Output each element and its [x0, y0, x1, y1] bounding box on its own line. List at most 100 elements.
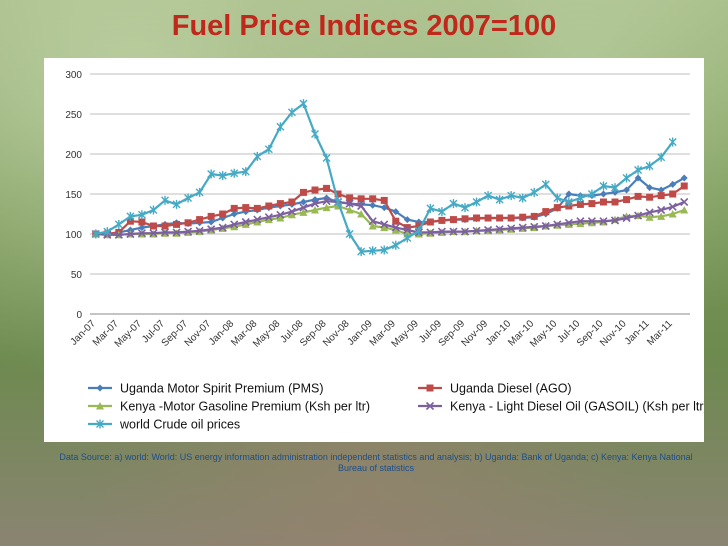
data-point [391, 226, 400, 234]
data-point [345, 229, 354, 239]
data-point [668, 210, 677, 218]
data-point [114, 230, 123, 239]
data-point [380, 196, 388, 204]
data-point [218, 171, 227, 181]
data-point [91, 229, 100, 239]
data-point [449, 227, 458, 236]
x-tick-label: Nov-07 [183, 318, 214, 349]
slide-title: Fuel Price Indices 2007=100 [171, 10, 557, 42]
data-point [241, 217, 250, 227]
data-point [161, 222, 169, 230]
data-point [380, 223, 389, 232]
data-point [230, 220, 239, 229]
data-point [645, 213, 654, 221]
x-tick-label: Mar-11 [645, 318, 675, 348]
data-point [276, 122, 285, 132]
data-source-note: Data Source: a) world: World: US energy … [59, 452, 693, 473]
data-point [449, 216, 457, 224]
data-point [137, 229, 146, 238]
data-point [241, 167, 250, 177]
data-point [587, 218, 596, 227]
data-point [391, 223, 400, 232]
data-point [576, 217, 585, 226]
data-point [623, 186, 631, 194]
data-point [265, 202, 273, 210]
legend-marker [425, 401, 435, 411]
data-point [357, 247, 366, 257]
data-point [322, 197, 331, 206]
data-point [623, 196, 631, 204]
data-point [299, 99, 308, 109]
data-point [680, 174, 688, 182]
data-point [160, 228, 170, 237]
data-point [288, 198, 296, 206]
data-point [657, 212, 666, 220]
data-point [195, 187, 204, 197]
data-point [403, 216, 411, 224]
legend-label: world Crude oil prices [119, 418, 240, 432]
data-point [588, 200, 596, 208]
y-tick-label: 150 [65, 190, 82, 201]
data-point [599, 217, 608, 226]
data-point [437, 227, 446, 236]
data-point [668, 202, 677, 211]
data-point [380, 245, 389, 255]
data-point [610, 216, 620, 225]
data-point [634, 211, 643, 220]
data-point [634, 174, 642, 182]
data-point [242, 204, 250, 212]
chart-panel: 0 50 100 150 200 250 300 Jan-07 Mar-07 May-07 Jul-… [44, 58, 704, 442]
data-point [518, 223, 527, 232]
data-point [564, 197, 573, 207]
data-point [657, 192, 665, 200]
x-tick-label: Nov-10 [598, 318, 629, 349]
data-point [437, 207, 446, 217]
data-point [207, 212, 215, 220]
data-point [611, 183, 619, 193]
data-point [218, 223, 227, 232]
data-point [426, 218, 434, 226]
data-point [149, 205, 158, 215]
data-point [599, 198, 607, 206]
legend-label: Kenya -Motor Gasoline Premium (Ksh per l… [120, 400, 370, 414]
data-point [311, 186, 319, 194]
legend-label: Uganda Motor Spirit Premium (PMS) [120, 382, 324, 396]
legend-marker [96, 384, 104, 392]
data-point [576, 219, 585, 228]
y-tick-label: 0 [76, 310, 82, 321]
data-point [126, 229, 135, 239]
data-point [253, 215, 262, 224]
data-point [334, 190, 342, 198]
data-point [346, 194, 354, 202]
x-tick-label: Nov-09 [460, 318, 491, 349]
data-point [287, 207, 296, 216]
data-point [230, 168, 239, 178]
data-point [530, 222, 539, 231]
data-point [495, 225, 504, 234]
line-chart: 050100150200250300Jan-07Mar-07May-07Jul-… [65, 70, 704, 432]
data-point [103, 227, 112, 237]
data-point [645, 208, 654, 217]
data-point [173, 220, 181, 228]
x-tick-label: Nov-08 [321, 318, 352, 349]
data-point [657, 152, 666, 162]
data-point [196, 216, 204, 224]
data-point [449, 199, 458, 209]
y-tick-label: 100 [65, 230, 82, 241]
data-point [138, 224, 146, 232]
data-point [149, 222, 157, 230]
data-point [611, 188, 619, 196]
data-point [126, 217, 134, 225]
data-point [669, 190, 677, 198]
data-point [230, 222, 239, 231]
data-point [530, 187, 539, 197]
data-point [311, 129, 319, 139]
data-point [345, 199, 354, 208]
data-point [299, 203, 308, 212]
data-point [345, 206, 354, 214]
data-point [276, 210, 285, 219]
legend-marker [96, 419, 104, 429]
data-point [576, 193, 585, 203]
data-point [564, 218, 573, 227]
data-point [634, 192, 642, 200]
